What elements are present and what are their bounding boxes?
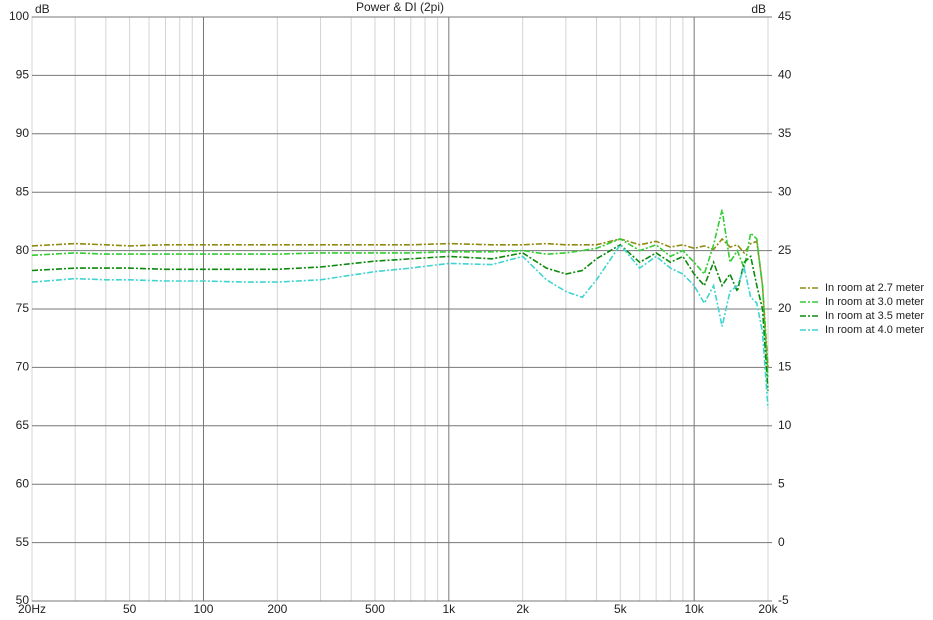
- y2-tick-label: 15: [778, 360, 792, 374]
- y-tick-label: 70: [16, 360, 30, 374]
- x-tick-label: 20k: [758, 602, 778, 616]
- y-tick-label: 60: [16, 476, 30, 490]
- series-line: [31, 237, 769, 368]
- y-tick-label: 80: [16, 243, 30, 257]
- y2-tick-label: 20: [778, 301, 792, 315]
- x-tick-label: 500: [365, 602, 385, 616]
- y2-axis-label: dB: [751, 2, 766, 16]
- x-tick-label: 50: [123, 602, 137, 616]
- x-tick-label: 1k: [442, 602, 456, 616]
- x-tick-label: 5k: [614, 602, 628, 616]
- legend-label: In room at 3.5 meter: [825, 310, 924, 322]
- y-tick-label: 50: [16, 593, 30, 607]
- chart-title: Power & DI (2pi): [356, 0, 444, 14]
- legend-label: In room at 4.0 meter: [825, 324, 924, 336]
- y2-tick-label: 45: [778, 9, 792, 23]
- y-tick-label: 95: [16, 68, 30, 82]
- y-tick-label: 85: [16, 184, 30, 198]
- y-tick-label: 90: [16, 126, 30, 140]
- y-tick-label: 55: [16, 535, 30, 549]
- y2-tick-label: -5: [778, 593, 789, 607]
- x-tick-label: 100: [193, 602, 213, 616]
- legend-label: In room at 3.0 meter: [825, 296, 924, 308]
- x-tick-label: 2k: [516, 602, 530, 616]
- y-tick-label: 100: [9, 9, 29, 23]
- legend-label: In room at 2.7 meter: [825, 282, 924, 294]
- x-tick-label: 20Hz: [18, 602, 46, 616]
- y-tick-label: 65: [16, 418, 30, 432]
- y2-tick-label: 10: [778, 418, 792, 432]
- x-tick-label: 10k: [684, 602, 704, 616]
- series-line: [31, 243, 769, 391]
- y2-tick-label: 40: [778, 68, 792, 82]
- x-tick-label: 200: [267, 602, 287, 616]
- series-line: [31, 209, 769, 380]
- y2-tick-label: 30: [778, 184, 792, 198]
- y-tick-label: 75: [16, 301, 30, 315]
- y2-tick-label: 0: [778, 535, 785, 549]
- y2-tick-label: 25: [778, 243, 792, 257]
- y2-tick-label: 35: [778, 126, 792, 140]
- series-line: [31, 243, 769, 409]
- y-axis-label: dB: [35, 2, 50, 16]
- y2-tick-label: 5: [778, 476, 785, 490]
